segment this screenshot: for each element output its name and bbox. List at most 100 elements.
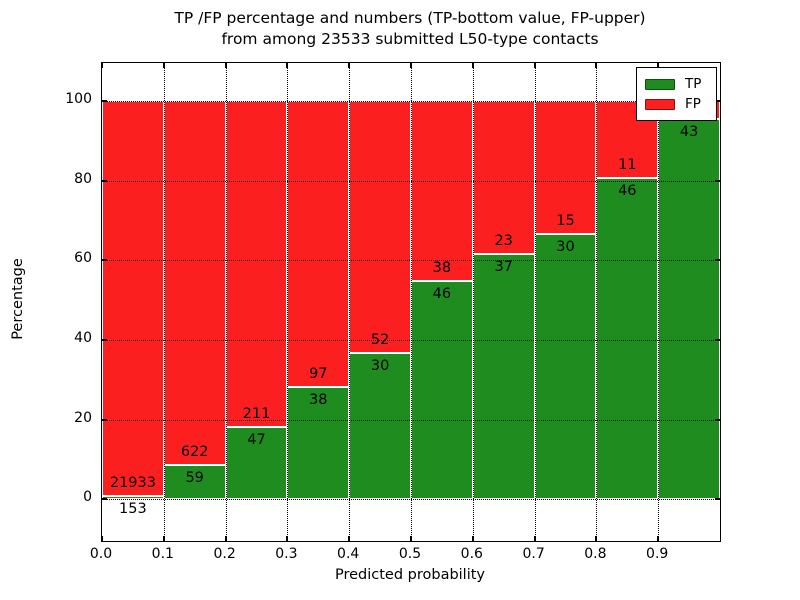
tp-count-label: 46 bbox=[618, 182, 637, 199]
gridline-vertical bbox=[534, 63, 536, 541]
bar-segment-tp bbox=[411, 281, 473, 500]
x-axis-label: Predicted probability bbox=[334, 567, 486, 583]
plot-area: 21933 153 622 59 211 47 97 38 52 30 38 46 23 37 15 30 11… bbox=[101, 62, 721, 542]
tp-swatch-icon bbox=[645, 78, 675, 90]
gridline-vertical bbox=[411, 63, 412, 541]
y-tick-mark bbox=[102, 418, 107, 421]
bar-segment-tp bbox=[472, 253, 535, 500]
bar-segment-fp bbox=[349, 100, 411, 354]
chart-title: TP /FP percentage and numbers (TP-bottom… bbox=[101, 8, 719, 50]
bar-segment-tp bbox=[534, 233, 597, 500]
x-tick-mark bbox=[410, 536, 412, 541]
y-tick-label: 40 bbox=[74, 329, 92, 346]
y-tick-mark-right bbox=[715, 338, 720, 341]
bar-segment-fp bbox=[411, 100, 473, 282]
bar-segment-fp bbox=[163, 100, 226, 465]
y-tick-label: 60 bbox=[74, 250, 92, 267]
gridline-vertical bbox=[596, 63, 598, 541]
legend-item-label: TP bbox=[685, 76, 702, 92]
fp-count-label: 21933 bbox=[109, 475, 156, 492]
x-tick-mark bbox=[286, 536, 289, 541]
x-tick-label: 0.0 bbox=[89, 546, 113, 562]
bar-segment-fp bbox=[287, 100, 350, 388]
x-tick-label: 0.3 bbox=[275, 546, 298, 562]
y-tick-mark-right bbox=[715, 418, 720, 421]
y-axis-label: Percentage bbox=[10, 258, 26, 340]
x-tick-mark bbox=[162, 536, 165, 541]
y-tick-label: 80 bbox=[74, 170, 92, 187]
y-tick-mark-right bbox=[715, 179, 720, 182]
legend-item-label: FP bbox=[685, 96, 701, 112]
gridline-vertical bbox=[225, 63, 227, 541]
tp-count-label: 38 bbox=[309, 392, 328, 409]
y-tick-mark-right bbox=[715, 498, 720, 501]
y-tick-label: 20 bbox=[74, 409, 92, 426]
x-tick-mark bbox=[657, 536, 660, 541]
x-tick-label: 0.8 bbox=[584, 546, 607, 562]
x-tick-mark bbox=[471, 536, 474, 541]
x-tick-mark-top bbox=[286, 63, 289, 68]
tp-count-label: 46 bbox=[432, 286, 452, 303]
x-tick-mark-top bbox=[224, 63, 227, 68]
bar-segment-fp bbox=[472, 100, 535, 254]
y-tick-mark bbox=[102, 338, 107, 341]
bar-segment-tp bbox=[658, 118, 720, 500]
y-tick-mark-right bbox=[715, 99, 720, 102]
fp-count-label: 52 bbox=[370, 332, 390, 349]
fp-count-label: 11 bbox=[618, 156, 637, 173]
bar-segment-tp bbox=[287, 387, 350, 500]
gridline-vertical bbox=[287, 63, 289, 541]
fp-count-label: 38 bbox=[432, 260, 452, 277]
x-tick-mark-top bbox=[657, 63, 660, 68]
x-tick-mark-top bbox=[471, 63, 474, 68]
legend-item: TP bbox=[645, 74, 707, 94]
x-tick-mark bbox=[224, 536, 227, 541]
bar-segment-tp bbox=[225, 426, 288, 500]
x-tick-mark-top bbox=[595, 63, 598, 68]
x-tick-label: 0.6 bbox=[460, 546, 483, 562]
bar-segment-tp bbox=[163, 464, 226, 500]
y-tick-mark bbox=[102, 498, 107, 501]
fp-swatch-icon bbox=[645, 98, 675, 110]
gridline-vertical bbox=[472, 63, 474, 541]
x-tick-label: 0.1 bbox=[151, 546, 174, 562]
tp-count-label: 47 bbox=[247, 431, 266, 448]
chart-title-line1: TP /FP percentage and numbers (TP-bottom… bbox=[174, 9, 646, 27]
bar-segment-tp bbox=[349, 353, 411, 500]
chart-title-line2: from among 23533 submitted L50-type cont… bbox=[221, 30, 599, 48]
bar-segment-tp bbox=[102, 496, 164, 500]
fp-count-label: 622 bbox=[180, 443, 209, 460]
legend-item: FP bbox=[645, 94, 707, 114]
x-tick-label: 0.5 bbox=[398, 546, 422, 562]
tp-count-label: 30 bbox=[556, 238, 575, 255]
tp-count-label: 37 bbox=[494, 258, 513, 275]
fp-count-label: 211 bbox=[242, 405, 271, 422]
x-tick-mark-top bbox=[410, 63, 412, 68]
x-tick-mark bbox=[101, 536, 103, 541]
x-tick-label: 0.2 bbox=[213, 546, 236, 562]
gridline-vertical bbox=[658, 63, 660, 541]
y-tick-label: 100 bbox=[65, 90, 92, 107]
fp-count-label: 97 bbox=[309, 366, 328, 383]
y-tick-mark bbox=[102, 259, 107, 262]
x-tick-label: 0.7 bbox=[522, 546, 545, 562]
tp-count-label: 43 bbox=[679, 123, 699, 140]
y-tick-mark-right bbox=[715, 259, 720, 262]
x-tick-label: 0.9 bbox=[646, 546, 669, 562]
fp-count-label: 23 bbox=[494, 232, 513, 249]
bar-segment-fp bbox=[102, 100, 164, 497]
gridline-vertical bbox=[349, 63, 351, 541]
tp-count-label: 59 bbox=[185, 469, 204, 486]
x-tick-mark-top bbox=[162, 63, 165, 68]
x-tick-mark-top bbox=[533, 63, 536, 68]
bar-segment-tp bbox=[596, 177, 659, 500]
gridline-vertical bbox=[163, 63, 165, 541]
fp-count-label: 15 bbox=[556, 212, 575, 229]
y-tick-label: 0 bbox=[83, 489, 92, 506]
tp-count-label: 153 bbox=[119, 501, 147, 518]
x-tick-mark-top bbox=[101, 63, 103, 68]
tp-count-label: 30 bbox=[370, 358, 390, 375]
legend: TP FP bbox=[636, 67, 717, 121]
x-tick-label: 0.4 bbox=[337, 546, 360, 562]
